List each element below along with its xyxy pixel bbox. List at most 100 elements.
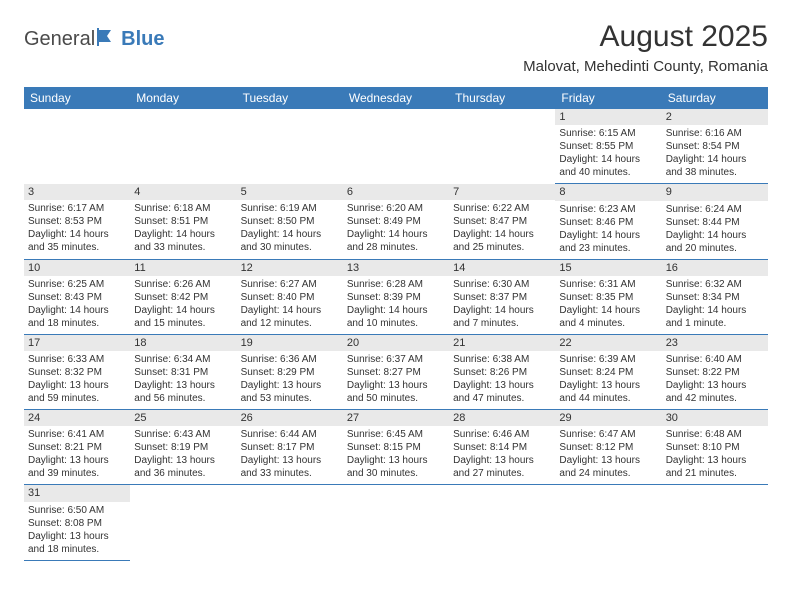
day-number: 3 bbox=[24, 184, 130, 200]
sunrise-text: Sunrise: 6:17 AM bbox=[28, 202, 126, 215]
calendar-cell bbox=[237, 109, 343, 184]
day-number: 8 bbox=[555, 184, 661, 200]
dl1-text: Daylight: 13 hours bbox=[241, 454, 339, 467]
dl1-text: Daylight: 13 hours bbox=[134, 379, 232, 392]
dl1-text: Daylight: 13 hours bbox=[241, 379, 339, 392]
calendar-cell bbox=[237, 485, 343, 560]
sunrise-text: Sunrise: 6:33 AM bbox=[28, 353, 126, 366]
calendar-page: General Blue August 2025 Malovat, Mehedi… bbox=[0, 0, 792, 581]
month-title: August 2025 bbox=[523, 20, 768, 54]
day-number: 16 bbox=[662, 260, 768, 276]
sunrise-text: Sunrise: 6:34 AM bbox=[134, 353, 232, 366]
dl1-text: Daylight: 13 hours bbox=[28, 454, 126, 467]
sunrise-text: Sunrise: 6:38 AM bbox=[453, 353, 551, 366]
sunset-text: Sunset: 8:39 PM bbox=[347, 291, 445, 304]
dl1-text: Daylight: 13 hours bbox=[559, 454, 657, 467]
dl2-text: and 25 minutes. bbox=[453, 241, 551, 254]
day-number: 18 bbox=[130, 335, 236, 351]
sunset-text: Sunset: 8:37 PM bbox=[453, 291, 551, 304]
sunrise-text: Sunrise: 6:31 AM bbox=[559, 278, 657, 291]
dl1-text: Daylight: 14 hours bbox=[453, 304, 551, 317]
dl2-text: and 30 minutes. bbox=[241, 241, 339, 254]
sunset-text: Sunset: 8:32 PM bbox=[28, 366, 126, 379]
calendar-cell bbox=[130, 485, 236, 560]
day-number: 4 bbox=[130, 184, 236, 200]
calendar-cell: 18Sunrise: 6:34 AMSunset: 8:31 PMDayligh… bbox=[130, 334, 236, 409]
calendar-cell: 15Sunrise: 6:31 AMSunset: 8:35 PMDayligh… bbox=[555, 259, 661, 334]
dl2-text: and 56 minutes. bbox=[134, 392, 232, 405]
calendar-cell bbox=[555, 485, 661, 560]
day-number: 24 bbox=[24, 410, 130, 426]
dl2-text: and 20 minutes. bbox=[666, 242, 764, 255]
day-number: 22 bbox=[555, 335, 661, 351]
calendar-cell: 23Sunrise: 6:40 AMSunset: 8:22 PMDayligh… bbox=[662, 334, 768, 409]
sunset-text: Sunset: 8:27 PM bbox=[347, 366, 445, 379]
dl2-text: and 21 minutes. bbox=[666, 467, 764, 480]
calendar-cell: 25Sunrise: 6:43 AMSunset: 8:19 PMDayligh… bbox=[130, 410, 236, 485]
calendar-body: 1Sunrise: 6:15 AMSunset: 8:55 PMDaylight… bbox=[24, 109, 768, 560]
dl1-text: Daylight: 13 hours bbox=[134, 454, 232, 467]
day-number: 25 bbox=[130, 410, 236, 426]
dl1-text: Daylight: 14 hours bbox=[134, 228, 232, 241]
calendar-cell: 29Sunrise: 6:47 AMSunset: 8:12 PMDayligh… bbox=[555, 410, 661, 485]
weekday-header: Saturday bbox=[662, 87, 768, 109]
calendar-cell: 20Sunrise: 6:37 AMSunset: 8:27 PMDayligh… bbox=[343, 334, 449, 409]
dl2-text: and 33 minutes. bbox=[241, 467, 339, 480]
sunrise-text: Sunrise: 6:48 AM bbox=[666, 428, 764, 441]
sunset-text: Sunset: 8:44 PM bbox=[666, 216, 764, 229]
dl1-text: Daylight: 14 hours bbox=[559, 229, 657, 242]
day-number: 26 bbox=[237, 410, 343, 426]
day-number: 14 bbox=[449, 260, 555, 276]
dl1-text: Daylight: 14 hours bbox=[453, 228, 551, 241]
dl2-text: and 12 minutes. bbox=[241, 317, 339, 330]
sunset-text: Sunset: 8:54 PM bbox=[666, 140, 764, 153]
dl1-text: Daylight: 13 hours bbox=[453, 379, 551, 392]
sunrise-text: Sunrise: 6:47 AM bbox=[559, 428, 657, 441]
sunrise-text: Sunrise: 6:25 AM bbox=[28, 278, 126, 291]
dl2-text: and 23 minutes. bbox=[559, 242, 657, 255]
calendar-cell bbox=[449, 109, 555, 184]
calendar-cell: 17Sunrise: 6:33 AMSunset: 8:32 PMDayligh… bbox=[24, 334, 130, 409]
day-number: 20 bbox=[343, 335, 449, 351]
calendar-cell: 5Sunrise: 6:19 AMSunset: 8:50 PMDaylight… bbox=[237, 184, 343, 259]
title-block: August 2025 Malovat, Mehedinti County, R… bbox=[523, 20, 768, 83]
logo: General Blue bbox=[24, 28, 165, 51]
day-number: 13 bbox=[343, 260, 449, 276]
dl1-text: Daylight: 13 hours bbox=[559, 379, 657, 392]
sunrise-text: Sunrise: 6:40 AM bbox=[666, 353, 764, 366]
sunrise-text: Sunrise: 6:44 AM bbox=[241, 428, 339, 441]
dl1-text: Daylight: 14 hours bbox=[241, 304, 339, 317]
dl2-text: and 27 minutes. bbox=[453, 467, 551, 480]
day-number: 28 bbox=[449, 410, 555, 426]
day-number: 17 bbox=[24, 335, 130, 351]
sunset-text: Sunset: 8:15 PM bbox=[347, 441, 445, 454]
weekday-header: Monday bbox=[130, 87, 236, 109]
calendar-cell: 19Sunrise: 6:36 AMSunset: 8:29 PMDayligh… bbox=[237, 334, 343, 409]
calendar-cell: 8Sunrise: 6:23 AMSunset: 8:46 PMDaylight… bbox=[555, 184, 661, 259]
sunset-text: Sunset: 8:21 PM bbox=[28, 441, 126, 454]
calendar-cell: 21Sunrise: 6:38 AMSunset: 8:26 PMDayligh… bbox=[449, 334, 555, 409]
day-number: 27 bbox=[343, 410, 449, 426]
dl2-text: and 40 minutes. bbox=[559, 166, 657, 179]
day-number: 1 bbox=[555, 109, 661, 125]
day-number: 2 bbox=[662, 109, 768, 125]
sunset-text: Sunset: 8:24 PM bbox=[559, 366, 657, 379]
calendar-table: Sunday Monday Tuesday Wednesday Thursday… bbox=[24, 87, 768, 561]
calendar-week-row: 1Sunrise: 6:15 AMSunset: 8:55 PMDaylight… bbox=[24, 109, 768, 184]
weekday-header: Friday bbox=[555, 87, 661, 109]
dl1-text: Daylight: 13 hours bbox=[28, 530, 126, 543]
day-number: 6 bbox=[343, 184, 449, 200]
calendar-week-row: 31Sunrise: 6:50 AMSunset: 8:08 PMDayligh… bbox=[24, 485, 768, 560]
header-row: General Blue August 2025 Malovat, Mehedi… bbox=[24, 20, 768, 83]
dl1-text: Daylight: 14 hours bbox=[28, 228, 126, 241]
calendar-week-row: 10Sunrise: 6:25 AMSunset: 8:43 PMDayligh… bbox=[24, 259, 768, 334]
weekday-header: Tuesday bbox=[237, 87, 343, 109]
day-number: 5 bbox=[237, 184, 343, 200]
calendar-cell: 2Sunrise: 6:16 AMSunset: 8:54 PMDaylight… bbox=[662, 109, 768, 184]
day-number: 30 bbox=[662, 410, 768, 426]
dl2-text: and 50 minutes. bbox=[347, 392, 445, 405]
sunrise-text: Sunrise: 6:39 AM bbox=[559, 353, 657, 366]
dl2-text: and 24 minutes. bbox=[559, 467, 657, 480]
calendar-cell: 14Sunrise: 6:30 AMSunset: 8:37 PMDayligh… bbox=[449, 259, 555, 334]
calendar-cell: 6Sunrise: 6:20 AMSunset: 8:49 PMDaylight… bbox=[343, 184, 449, 259]
